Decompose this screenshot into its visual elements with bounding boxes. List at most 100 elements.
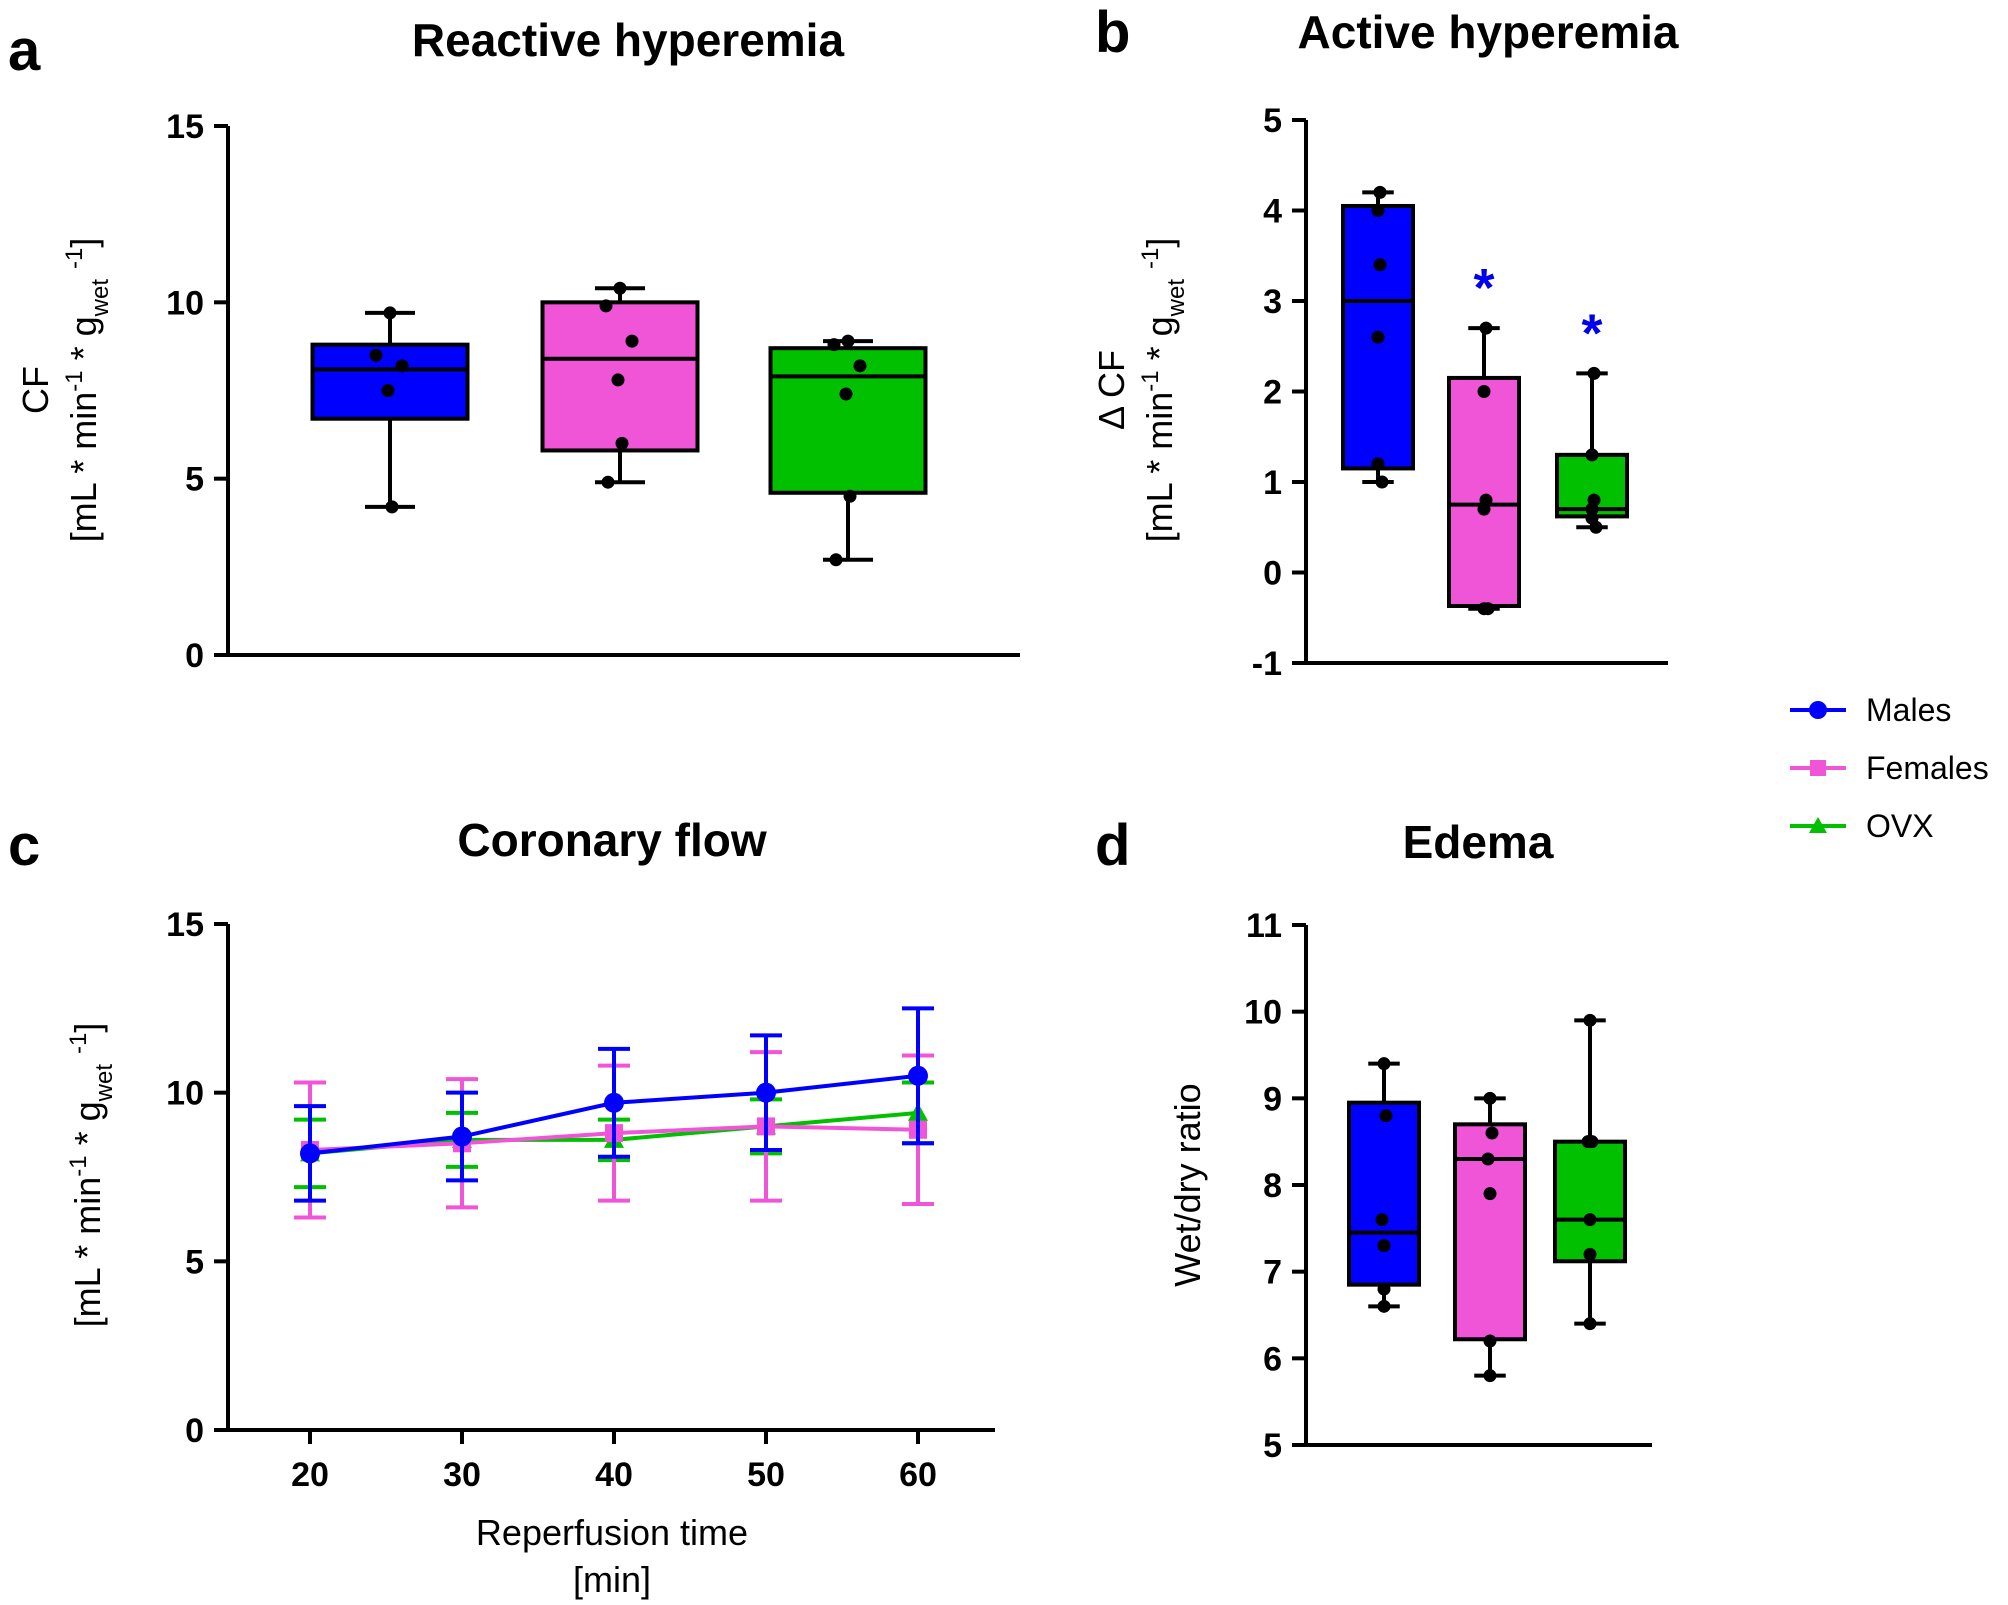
data-point xyxy=(1377,1057,1391,1071)
panel-letter-a: a xyxy=(8,18,41,83)
x-tick-label-c: 50 xyxy=(747,1456,785,1494)
y-axis-label-part: * g xyxy=(1139,316,1180,370)
y-tick-label-c: 15 xyxy=(166,906,204,944)
data-point xyxy=(1587,366,1601,380)
y-tick-label-c: 5 xyxy=(185,1243,204,1281)
data-point xyxy=(1585,448,1599,462)
data-point xyxy=(1377,1282,1391,1296)
data-point-males xyxy=(300,1143,320,1164)
legend-item-females: Females xyxy=(1790,750,1989,786)
box-group-males xyxy=(1347,1057,1421,1313)
y-tick-label-c: 0 xyxy=(185,1412,204,1450)
legend: Males Females OVX xyxy=(1790,692,1989,844)
significance-star: * xyxy=(1581,303,1602,363)
y-tick-label-b: 5 xyxy=(1263,102,1282,140)
y-tick-label-b: 4 xyxy=(1263,193,1282,231)
y-tick-label-a: 15 xyxy=(166,108,204,146)
y-axis-label-line2-a: [mL * min-1 * gwet -1] xyxy=(61,238,114,543)
panel-c-coronary-flow: c Coronary flow Reperfusion time [min] 0… xyxy=(8,813,995,1600)
y-axis-label-d: Wet/dry ratio xyxy=(1167,1083,1208,1286)
y-tick-label-b: 0 xyxy=(1263,555,1282,593)
data-point xyxy=(1485,1126,1499,1140)
data-point xyxy=(601,475,615,489)
legend-marker-square xyxy=(1810,760,1826,776)
legend-label: OVX xyxy=(1866,808,1934,844)
panel-letter-d: d xyxy=(1095,813,1130,878)
y-axis-label-part: ] xyxy=(1139,238,1180,248)
data-point xyxy=(1483,1334,1497,1348)
y-axis-label-part: [mL * min xyxy=(1139,392,1180,543)
y-tick-label-d: 9 xyxy=(1263,1080,1282,1118)
data-point xyxy=(1379,1109,1393,1123)
chart-title-a: Reactive hyperemia xyxy=(412,14,845,66)
y-tick-label-a: 5 xyxy=(185,461,204,499)
y-tick-label-d: 10 xyxy=(1244,994,1282,1032)
data-point xyxy=(611,373,625,387)
y-tick-label-b: 3 xyxy=(1263,283,1282,321)
box-ovx xyxy=(1553,1139,1627,1264)
y-axis-label-part: -1 xyxy=(61,370,88,391)
significance-star: * xyxy=(1473,258,1494,318)
y-tick-label-d: 7 xyxy=(1263,1254,1282,1292)
box-males xyxy=(310,342,470,421)
data-point xyxy=(369,348,383,362)
legend-marker-circle xyxy=(1809,701,1827,719)
data-point xyxy=(1583,1317,1597,1331)
data-point-males xyxy=(756,1082,776,1103)
data-point xyxy=(1583,1013,1597,1027)
y-axis-label-part: wet xyxy=(1163,279,1190,318)
data-point xyxy=(1481,1152,1495,1166)
y-axis-label-part xyxy=(1139,269,1180,279)
y-axis-label-a: CF[mL * min-1 * gwet -1] xyxy=(15,238,114,543)
y-axis-label-part: -1 xyxy=(65,1155,92,1176)
data-point xyxy=(1589,520,1603,534)
legend-marker-triangle xyxy=(1809,817,1827,833)
y-axis-label-part xyxy=(67,1054,108,1064)
y-tick-label-a: 0 xyxy=(185,637,204,675)
data-point xyxy=(841,334,855,348)
data-point xyxy=(1483,1187,1497,1201)
y-axis-label-part: ] xyxy=(67,1023,108,1033)
data-point xyxy=(395,359,409,373)
y-axis-label-part: wet xyxy=(87,279,114,318)
chart-title-c: Coronary flow xyxy=(457,814,766,866)
data-point xyxy=(1371,204,1385,217)
x-tick-label-c: 30 xyxy=(443,1456,481,1494)
y-tick-label-d: 6 xyxy=(1263,1340,1282,1378)
data-point xyxy=(1377,1239,1391,1253)
x-axis-label-c-unit: [min] xyxy=(573,1559,651,1600)
box-group-females xyxy=(540,281,700,489)
x-tick-label-c: 40 xyxy=(595,1456,633,1494)
panel-b-active-hyperemia: b Active hyperemia -1 0 1 2 3 4 5 * * Δ CF[mL * m… xyxy=(1091,0,1679,683)
data-point xyxy=(1483,1091,1497,1105)
box-females xyxy=(1447,375,1521,608)
box-group-ovx xyxy=(1553,1013,1627,1331)
y-tick-label-b: 1 xyxy=(1263,464,1282,502)
legend-item-ovx: OVX xyxy=(1790,808,1934,844)
y-tick-label-d: 5 xyxy=(1263,1427,1282,1465)
data-point xyxy=(1371,457,1385,471)
data-point xyxy=(853,359,867,373)
y-axis-label-part: wet xyxy=(91,1064,118,1103)
data-point xyxy=(1479,321,1493,335)
y-axis-label-line1-b: Δ CF xyxy=(1091,350,1132,430)
x-axis-label-c: Reperfusion time xyxy=(476,1512,748,1553)
box-males xyxy=(1347,1100,1421,1287)
y-axis-label-part: * g xyxy=(67,1101,108,1155)
y-axis-label-part: -1 xyxy=(1137,370,1164,391)
legend-item-males: Males xyxy=(1790,692,1951,728)
data-point xyxy=(1373,258,1387,272)
data-point-males xyxy=(908,1065,928,1086)
data-point xyxy=(1371,330,1385,344)
box-group-males xyxy=(310,306,470,514)
box-group-males xyxy=(1341,185,1415,489)
y-tick-label-b: 2 xyxy=(1263,374,1282,412)
data-point xyxy=(625,334,639,348)
x-tick-label-c: 60 xyxy=(899,1456,937,1494)
data-point xyxy=(1377,1299,1391,1313)
data-point xyxy=(385,500,399,514)
panel-letter-b: b xyxy=(1095,0,1130,65)
y-axis-label-line1-a: CF xyxy=(15,366,56,414)
